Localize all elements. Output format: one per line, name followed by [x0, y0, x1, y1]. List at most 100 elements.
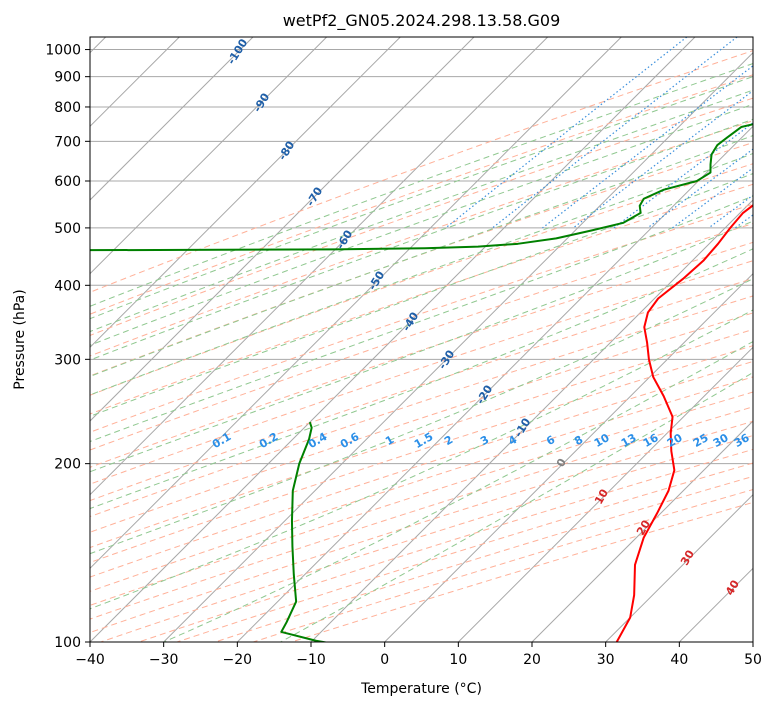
plot-area: -100-90-80-70-60-50-40-30-20-100.1 0.2 0.4…: [90, 36, 753, 642]
moist-adiabat-line: [90, 76, 753, 320]
isotherm-line: [236, 125, 753, 642]
isotherm-line: [605, 493, 753, 642]
isotherm-line: [90, 37, 622, 570]
x-tick-label: 50: [744, 652, 762, 668]
dry-adiabat-line: [291, 501, 753, 642]
dry-adiabat-line: [90, 295, 753, 518]
axes: −40 −30 −20 −10 0 10 20 30 40 5010020030040050060…: [45, 36, 762, 668]
moist-adiabat-line: [90, 248, 753, 510]
dry-adiabat-line: [215, 475, 753, 642]
y-tick-label: 1000: [45, 43, 81, 59]
isotherm-line: [457, 346, 753, 642]
dry-adiabat-line: [176, 462, 753, 642]
moist-adiabat-label: 40: [723, 578, 742, 598]
sounding-traces: [90, 123, 753, 642]
isotherm-line: [90, 37, 549, 496]
y-tick-label: 100: [54, 635, 81, 651]
moist-adiabat-line: [90, 62, 753, 307]
moist-adiabat-label: 0: [554, 456, 569, 469]
mixing-ratio-line: [672, 167, 753, 229]
mixing-ratio-label: 16: [641, 431, 661, 450]
moist-adiabat-line: [163, 340, 753, 642]
mixing-ratio-label: 30: [711, 431, 731, 450]
mixing-ratio-line: [542, 65, 753, 229]
moist-adiabat-label: 30: [678, 548, 697, 568]
dry-adiabat-line: [90, 97, 753, 336]
dry-adiabat-line: [90, 163, 753, 396]
sounding-line-3: [280, 421, 329, 642]
sounding-line-1: [615, 204, 753, 642]
x-tick-label: 30: [597, 652, 615, 668]
dry-adiabat-line: [90, 376, 753, 592]
mixing-ratio-label: 25: [691, 431, 711, 450]
x-tick-label: 10: [449, 652, 467, 668]
moist-adiabat-line: [90, 118, 753, 361]
y-tick-label: 800: [54, 100, 81, 116]
isotherm-line: [752, 641, 753, 642]
mixing-ratio-label: 6: [544, 433, 557, 448]
mixing-ratio-line: [572, 89, 753, 229]
moist-adiabat-line: [90, 89, 753, 333]
dry-adiabat-line: [90, 260, 753, 485]
mixing-ratio-label: 10: [592, 431, 612, 450]
moist-adiabat-label: 20: [634, 518, 653, 538]
plot-frame: [89, 36, 754, 643]
y-tick-label: 500: [54, 221, 81, 237]
mixing-ratio-label: 8: [572, 433, 585, 448]
dry-adiabat-line: [90, 142, 753, 377]
y-tick-label: 400: [54, 278, 81, 294]
mixing-ratio-label: 0.2: [257, 430, 280, 451]
dry-adiabat-line: [253, 489, 753, 642]
moist-adiabat-line: [90, 135, 753, 377]
isotherm-line: [384, 272, 753, 642]
isotherm-line: [678, 567, 753, 642]
isotherm-line: [90, 37, 328, 275]
x-tick-label: 0: [380, 652, 389, 668]
moist-adiabat-line: [280, 371, 753, 642]
dry-adiabat-line: [90, 345, 753, 563]
dry-adiabat-line: [90, 312, 753, 533]
x-tick-label: −20: [223, 652, 253, 668]
isotherm-line: [90, 37, 475, 422]
sounding-line-2: [90, 123, 753, 252]
dry-adiabat-line: [90, 203, 753, 433]
x-tick-label: −40: [75, 652, 105, 668]
x-tick-label: −10: [296, 652, 326, 668]
mixing-ratio-label: 13: [619, 431, 639, 450]
dry-adiabat-line: [90, 278, 753, 502]
moist-adiabat-label: 10: [592, 487, 611, 507]
mixing-ratio-label: 2: [442, 433, 455, 448]
moist-adiabat-line: [90, 103, 753, 346]
x-tick-label: −30: [149, 652, 179, 668]
moist-adiabat-line: [90, 152, 753, 396]
y-tick-label: 700: [54, 134, 81, 150]
dry-adiabat-line: [138, 448, 753, 642]
background-lines: [90, 37, 753, 642]
moist-adiabat-line: [90, 195, 753, 443]
mixing-ratio-line: [613, 122, 753, 229]
dry-adiabat-line: [90, 74, 753, 315]
isotherm-line: [90, 37, 254, 201]
dry-adiabat-line: [90, 120, 753, 357]
dry-adiabat-line: [90, 391, 753, 606]
mixing-ratio-line: [492, 37, 738, 229]
dry-adiabat-line: [100, 434, 753, 642]
isotherm-line: [531, 420, 753, 642]
y-tick-label: 300: [54, 352, 81, 368]
mixing-ratio-line: [734, 214, 753, 229]
dry-adiabat-label: -100: [225, 36, 251, 67]
moist-adiabat-line: [90, 309, 753, 610]
dry-adiabat-line: [90, 50, 753, 293]
dry-adiabat-line: [90, 420, 753, 634]
y-tick-label: 200: [54, 457, 81, 473]
mixing-ratio-label: 0.1: [210, 430, 233, 451]
y-tick-label: 600: [54, 174, 81, 190]
dry-adiabat-line: [90, 223, 753, 451]
dry-adiabat-line: [90, 328, 753, 549]
moist-adiabat-line: [90, 278, 753, 555]
dry-adiabat-line: [90, 183, 753, 415]
moist-adiabat-line: [90, 220, 753, 473]
y-axis-title: Pressure (hPa): [12, 289, 28, 389]
dry-adiabat-label: -20: [474, 383, 496, 407]
